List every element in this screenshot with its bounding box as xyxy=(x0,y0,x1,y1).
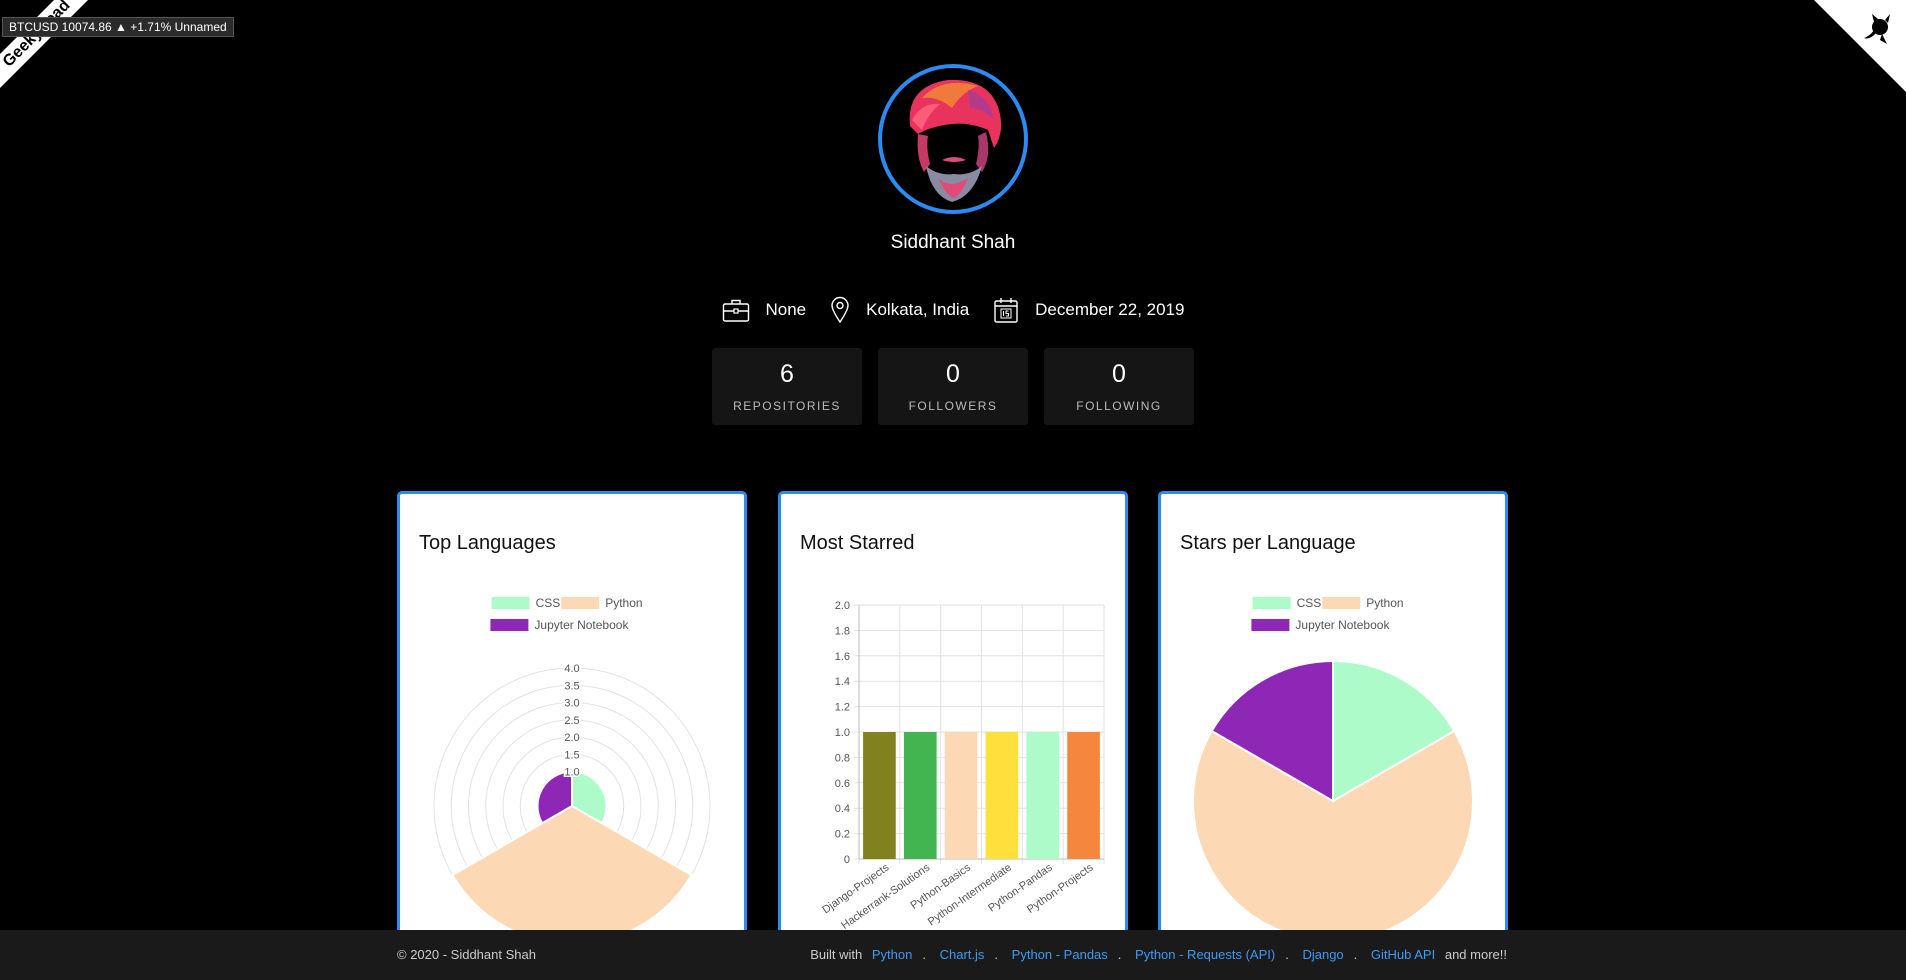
footer-more: and more!! xyxy=(1444,947,1507,962)
y-tick-label: 1.0 xyxy=(835,727,850,739)
profile-meta: None Kolkata, India December 22, 2019 xyxy=(0,296,1906,324)
y-tick-label: 0.4 xyxy=(835,803,850,815)
corner-ribbon[interactable]: GeekyHead xyxy=(0,0,90,90)
avatar xyxy=(878,64,1028,214)
bar-python-basics xyxy=(944,732,978,859)
footer-link-python[interactable]: Python xyxy=(871,947,913,962)
stat-value: 0 xyxy=(946,360,960,388)
legend-swatch xyxy=(1251,619,1290,631)
y-tick-label: 0.6 xyxy=(835,778,850,790)
footer-link-requests[interactable]: Python - Requests (API) xyxy=(1135,947,1276,962)
stat-followers[interactable]: 0 FOLLOWERS xyxy=(878,348,1028,425)
footer-copyright: © 2020 - Siddhant Shah xyxy=(397,947,536,962)
card-title: Stars per Language xyxy=(1180,532,1356,554)
footer: © 2020 - Siddhant Shah Built with Python… xyxy=(0,930,1906,980)
stat-value: 0 xyxy=(1112,360,1126,388)
footer-link-django[interactable]: Django xyxy=(1302,947,1344,962)
location-info: Kolkata, India xyxy=(830,296,969,324)
stat-following[interactable]: 0 FOLLOWING xyxy=(1044,348,1194,425)
footer-link-pandas[interactable]: Python - Pandas xyxy=(1011,947,1108,962)
radial-tick-label: 4.0 xyxy=(564,663,579,675)
location-text: Kolkata, India xyxy=(866,300,970,319)
footer-built-with: Built with Python. Chart.js. Python - Pa… xyxy=(810,947,1507,962)
briefcase-icon xyxy=(722,299,749,322)
profile-name: Siddhant Shah xyxy=(890,232,1016,253)
bar-python-pandas xyxy=(1026,732,1060,859)
most-starred-chart[interactable]: 0 0.2 0.4 0.6 0.8 1.0 1.2 1.4 1.6 1.8 2.0 Django-Pr… xyxy=(781,494,1125,980)
location-pin-icon xyxy=(831,296,849,324)
legend-label: Python xyxy=(1366,596,1403,610)
built-with-label: Built with xyxy=(810,947,863,962)
joined-date-text: December 22, 2019 xyxy=(1035,300,1185,319)
stat-repositories[interactable]: 6 REPOSITORIES xyxy=(712,348,862,425)
legend-swatch xyxy=(1252,597,1291,609)
legend-label: CSS xyxy=(536,596,561,610)
radial-tick-label: 2.0 xyxy=(564,732,579,744)
y-tick-label: 0 xyxy=(844,854,850,866)
crypto-ticker: BTCUSD 10074.86 ▲ +1.71% Unnamed xyxy=(2,17,234,37)
bar-hackerrank-solutions xyxy=(903,732,937,859)
stats-row: 6 REPOSITORIES 0 FOLLOWERS 0 FOLLOWING xyxy=(0,348,1906,425)
github-octocat-icon[interactable] xyxy=(1814,0,1906,92)
joined-info: December 22, 2019 xyxy=(993,296,1184,324)
y-tick-label: 0.2 xyxy=(835,829,850,841)
bar-django-projects xyxy=(863,732,896,859)
most-starred-card: 0 0.2 0.4 0.6 0.8 1.0 1.2 1.4 1.6 1.8 2.0 Django-Pr… xyxy=(778,491,1128,980)
pie-slice-css xyxy=(1332,659,1456,803)
y-tick-label: 0.8 xyxy=(835,752,850,764)
company-info: None xyxy=(722,297,807,323)
bar-python-projects xyxy=(1067,732,1100,859)
legend-label: Python xyxy=(605,596,642,610)
github-corner-link[interactable] xyxy=(1814,0,1906,92)
footer-link-chartjs[interactable]: Chart.js xyxy=(939,947,985,962)
legend-swatch xyxy=(1322,597,1361,609)
card-title: Most Starred xyxy=(800,532,915,554)
x-tick-label: Django-Projects xyxy=(820,861,891,916)
stat-label: REPOSITORIES xyxy=(733,399,841,413)
top-languages-chart[interactable]: CSS Python Jupyter Notebook 4.0 3.5 3.0 2.5 2.0… xyxy=(400,494,744,980)
radial-tick-label: 2.5 xyxy=(564,715,579,727)
pie-slice-jupyter-notebook xyxy=(1210,659,1334,803)
legend-swatch xyxy=(490,619,529,631)
card-title: Top Languages xyxy=(419,532,556,554)
legend-label: Jupyter Notebook xyxy=(534,618,629,632)
polar-segment-jupyter-notebook xyxy=(536,770,573,825)
stat-label: FOLLOWING xyxy=(1076,399,1162,413)
legend-swatch xyxy=(491,597,530,609)
stat-value: 6 xyxy=(780,360,794,388)
stars-per-language-card: CSS Python Jupyter Notebook Stars per Lang… xyxy=(1158,491,1508,980)
legend-swatch xyxy=(561,597,600,609)
y-tick-label: 1.4 xyxy=(835,676,850,688)
stars-per-language-chart[interactable]: CSS Python Jupyter Notebook xyxy=(1161,494,1505,980)
legend-label: CSS xyxy=(1297,596,1322,610)
ribbon-label[interactable]: GeekyHead xyxy=(0,0,90,90)
company-text: None xyxy=(765,300,807,319)
calendar-icon xyxy=(994,298,1018,323)
radial-tick-label: 3.5 xyxy=(564,680,579,692)
footer-link-github-api[interactable]: GitHub API xyxy=(1370,947,1436,962)
bar-python-intermediate xyxy=(985,732,1019,859)
y-tick-label: 1.2 xyxy=(835,702,850,714)
stat-label: FOLLOWERS xyxy=(908,399,998,413)
y-tick-label: 2.0 xyxy=(835,600,850,612)
top-languages-card: CSS Python Jupyter Notebook 4.0 3.5 3.0 2.5 2.0… xyxy=(397,491,747,980)
y-tick-label: 1.8 xyxy=(835,625,850,637)
y-tick-label: 1.6 xyxy=(835,651,850,663)
radial-tick-label: 3.0 xyxy=(564,698,579,710)
radial-tick-label: 1.0 xyxy=(564,767,579,779)
legend-label: Jupyter Notebook xyxy=(1295,618,1390,632)
radial-tick-label: 1.5 xyxy=(564,749,579,761)
